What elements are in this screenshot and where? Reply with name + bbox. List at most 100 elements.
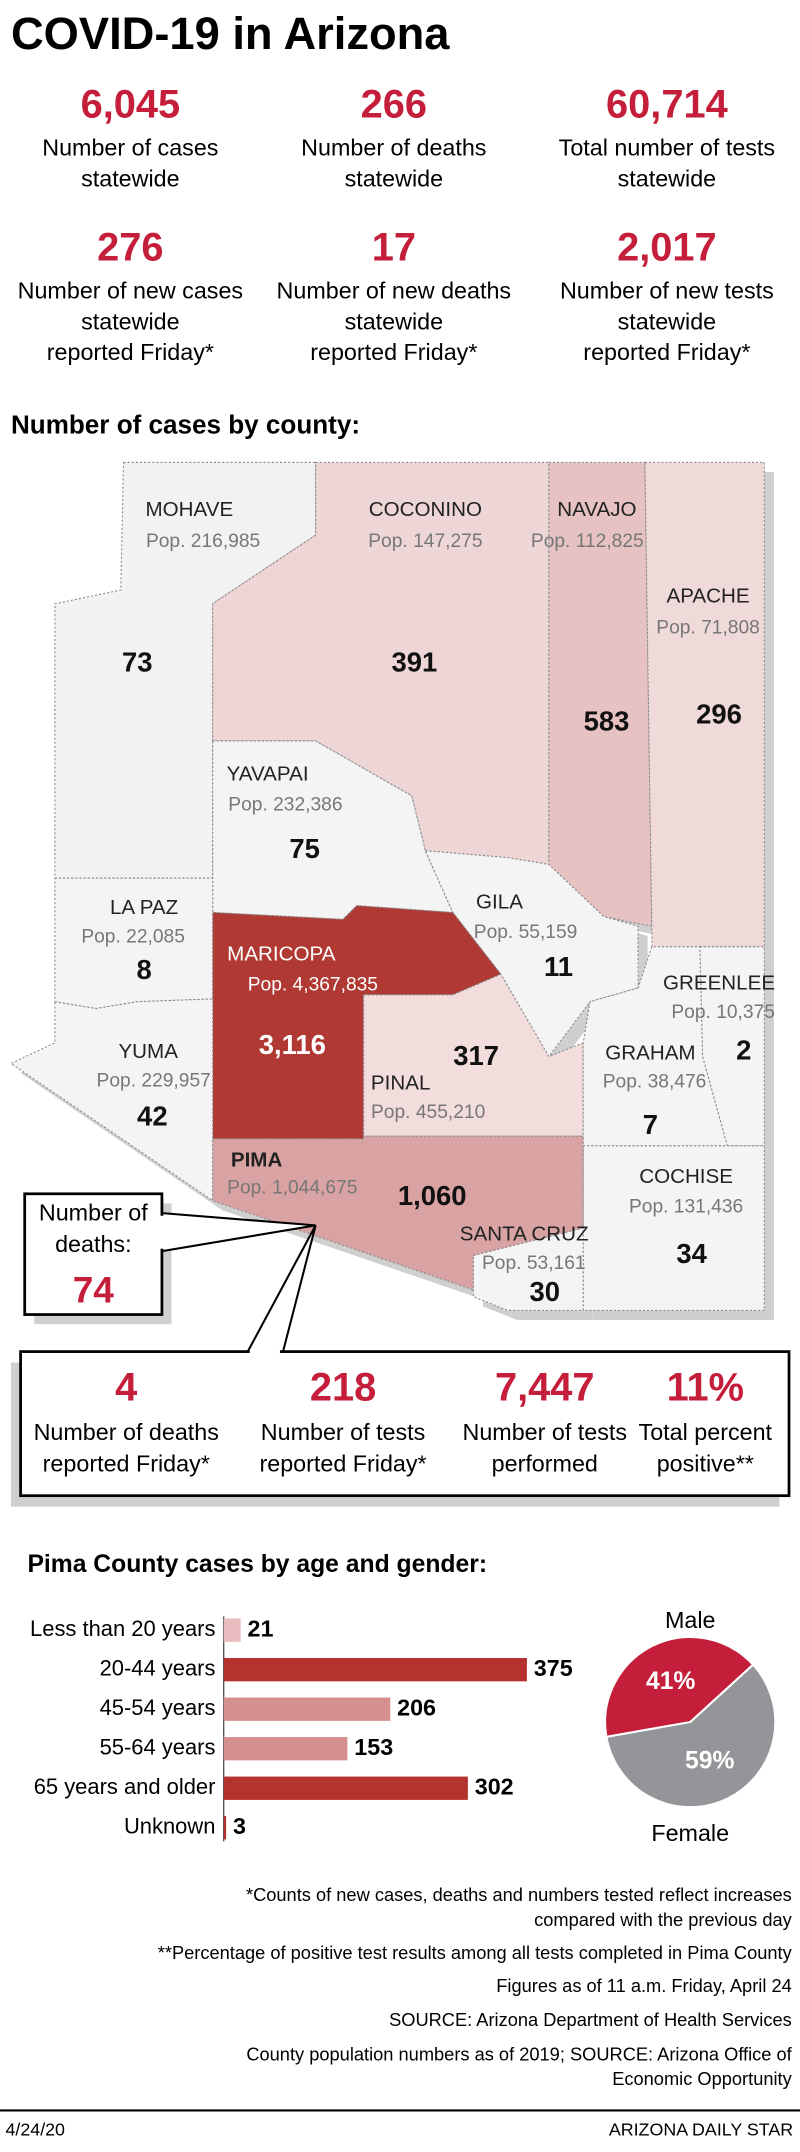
bar-category: Less than 20 years (30, 1616, 215, 1641)
county-pop: Pop. 147,275 (368, 531, 482, 552)
note: SOURCE: Arizona Department of Health Ser… (389, 2009, 792, 2030)
pie-slice (605, 1663, 777, 1809)
bar-value: 375 (534, 1655, 573, 1681)
county-cases: 34 (676, 1238, 707, 1269)
stat-label: statewide (618, 166, 717, 192)
county-name: YUMA (118, 1040, 178, 1063)
stat-label: Number of new deaths (277, 277, 512, 303)
county-name: COCONINO (369, 498, 482, 521)
pie-value: 59% (685, 1747, 734, 1774)
bar-category: 65 years and older (34, 1774, 216, 1799)
county-cases: 8 (136, 954, 151, 985)
bar-value: 3 (233, 1813, 246, 1839)
note: Figures as of 11 a.m. Friday, April 24 (496, 1975, 792, 1996)
stat-label: reported Friday* (310, 339, 477, 365)
stat-label: reported Friday* (47, 339, 214, 365)
pie-category: Male (665, 1607, 716, 1633)
callout-label: deaths: (55, 1231, 131, 1257)
county-name: PIMA (231, 1148, 283, 1171)
note: **Percentage of positive test results am… (158, 1942, 793, 1963)
county-name: SANTA CRUZ (460, 1222, 589, 1245)
county-pop: Pop. 216,985 (146, 531, 260, 552)
county-pop: Pop. 455,210 (371, 1102, 485, 1123)
note: *Counts of new cases, deaths and numbers… (246, 1884, 792, 1905)
stat-label: Total number of tests (559, 135, 775, 161)
county-cases: 391 (392, 646, 438, 677)
pima-label: positive** (657, 1451, 754, 1477)
stat-label: statewide (81, 166, 180, 192)
county-name: MARICOPA (227, 942, 336, 965)
county-cases: 75 (289, 833, 320, 864)
county-cases: 296 (696, 699, 742, 730)
pima-label: performed (492, 1451, 598, 1477)
county-pop: Pop. 131,436 (629, 1197, 743, 1218)
map-heading: Number of cases by county: (11, 410, 360, 440)
county-pop: Pop. 1,044,675 (227, 1177, 357, 1198)
county-cases: 583 (584, 705, 630, 736)
stat-value: 6,045 (81, 83, 181, 127)
pie-slice (604, 1636, 755, 1739)
stat-label: reported Friday* (583, 339, 750, 365)
pima-value: 7,447 (495, 1366, 595, 1410)
stat-value: 2,017 (617, 225, 717, 269)
county-name: GRAHAM (605, 1041, 695, 1064)
county-name: GILA (476, 890, 523, 913)
county-cases: 317 (453, 1040, 499, 1071)
bar-category: 45-54 years (100, 1695, 216, 1720)
stat-label: Number of new cases (18, 277, 243, 303)
county-name: MOHAVE (146, 498, 234, 521)
county-pop: Pop. 229,957 (97, 1070, 211, 1091)
bar-category: 20-44 years (100, 1655, 216, 1680)
stat-label: statewide (345, 308, 443, 334)
pie-category: Female (651, 1820, 729, 1846)
pima-label: Number of deaths (34, 1419, 219, 1445)
note: County population numbers as of 2019; SO… (246, 2043, 792, 2064)
county-name: NAVAJO (557, 498, 636, 521)
stat-label: Number of deaths (301, 135, 486, 161)
stat-value: 266 (361, 83, 427, 127)
pima-label: Total percent (639, 1419, 773, 1445)
county-pop: Pop. 53,161 (482, 1253, 586, 1274)
bar-value: 206 (397, 1694, 436, 1720)
pima-label: Number of tests (261, 1419, 426, 1445)
county-name: LA PAZ (110, 896, 178, 919)
bar-value: 302 (475, 1773, 514, 1799)
county-pop: Pop. 38,476 (603, 1072, 707, 1093)
county (548, 461, 653, 927)
stat-label: Number of new tests (560, 277, 774, 303)
stat-value: 276 (97, 225, 163, 269)
pima-box (19, 1350, 791, 1498)
county (9, 998, 214, 1202)
bar (223, 1737, 348, 1761)
footer-credit: ARIZONA DAILY STAR (609, 2120, 793, 2140)
bar (223, 1816, 227, 1840)
county-name: YAVAPAI (227, 763, 309, 786)
pie-value: 41% (646, 1668, 695, 1695)
county-pop: Pop. 10,375 (671, 1002, 775, 1023)
county-cases: 7 (643, 1109, 658, 1140)
county-name: PINAL (371, 1071, 430, 1094)
pima-label: Number of tests (462, 1419, 627, 1445)
callout-value: 74 (73, 1268, 115, 1310)
county-pop: Pop. 112,825 (531, 531, 644, 552)
county-cases: 73 (122, 646, 153, 677)
county-pop: Pop. 55,159 (474, 922, 578, 943)
note: compared with the previous day (534, 1909, 793, 1930)
county-name: APACHE (667, 584, 750, 607)
bar (223, 1618, 241, 1642)
pima-label: reported Friday* (259, 1451, 426, 1477)
bar-value: 153 (354, 1734, 393, 1760)
county (363, 973, 584, 1137)
callout-label: Number of (39, 1200, 148, 1226)
stat-label: statewide (618, 308, 717, 334)
pima-value: 4 (115, 1366, 137, 1410)
bar-category: Unknown (124, 1814, 215, 1839)
county-name: COCHISE (639, 1165, 733, 1188)
stat-label: statewide (345, 166, 443, 192)
callout-box (23, 1192, 164, 1316)
stat-value: 17 (372, 225, 416, 269)
county-cases: 30 (530, 1276, 561, 1307)
county-pop: Pop. 71,808 (656, 618, 760, 639)
bar-value: 21 (248, 1615, 274, 1641)
